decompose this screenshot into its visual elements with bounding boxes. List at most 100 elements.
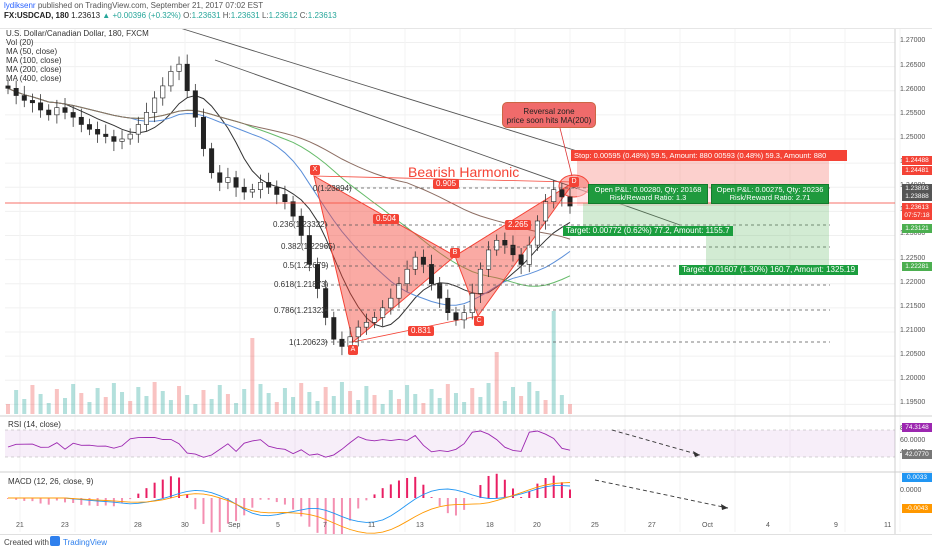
macd-signal-tag: -0.0043 (902, 504, 932, 513)
rsi-tick: 60.0000 (900, 437, 926, 444)
price-axis-tag: 1.24488 (902, 156, 932, 165)
macd-histogram-bar (528, 491, 531, 498)
volume-bar (14, 390, 19, 414)
c-value: 1.23613 (307, 11, 337, 20)
rsi-label[interactable]: RSI (14, close) (8, 420, 61, 429)
legend-ma100[interactable]: MA (100, close) (6, 56, 62, 65)
legend-ma400[interactable]: MA (400, close) (6, 74, 62, 83)
volume-bar (315, 401, 320, 414)
candle-body (241, 186, 247, 193)
candle-body (225, 177, 231, 183)
candle-body (404, 268, 410, 285)
fib-05: 0.5(1.22679) (283, 261, 329, 270)
target-1-label[interactable]: Target: 0.00772 (0.62%) 77.2, Amount: 11… (563, 226, 733, 236)
point-a: A (348, 345, 358, 355)
price-tick: 1.26500 (900, 61, 926, 69)
macd-histogram-bar (259, 498, 262, 500)
price-tick: 1.22000 (900, 278, 926, 286)
volume-bar (201, 390, 206, 414)
macd-histogram-bar (292, 498, 295, 510)
candle-body (363, 322, 369, 328)
publish-text: published on TradingView.com, September … (37, 1, 264, 10)
macd-histogram-bar (202, 498, 205, 524)
price-tick: 1.20000 (900, 375, 926, 383)
volume-bar (54, 389, 59, 414)
macd-label[interactable]: MACD (12, 26, close, 9) (8, 477, 94, 486)
macd-histogram-bar (414, 476, 417, 498)
price-axis-tag: 07:57:18 (902, 211, 932, 220)
macd-histogram-bar (283, 498, 286, 505)
volume-bar (535, 391, 540, 414)
macd-histogram-bar (520, 497, 523, 498)
xd-ratio: 0.905 (433, 179, 460, 189)
volume-bar (136, 387, 141, 414)
candle-body (453, 312, 459, 321)
fib-1: 1(1.20623) (289, 338, 328, 347)
candle-body (152, 97, 158, 113)
macd-histogram-bar (137, 493, 140, 498)
callout-line2: price soon hits MA(200) (506, 116, 592, 125)
macd-histogram-bar (31, 498, 34, 502)
macd-histogram-bar (251, 498, 254, 508)
macd-histogram-bar (430, 497, 433, 498)
volume-bar (462, 402, 467, 414)
candle-body (290, 201, 296, 217)
candle-body (135, 124, 141, 135)
candle-body (266, 182, 272, 188)
pnl-box-2[interactable]: Open P&L: 0.00275, Qty: 20236 Risk/Rewar… (711, 184, 829, 204)
time-tick: 27 (648, 522, 656, 529)
macd-histogram-bar (47, 498, 50, 505)
tradingview-link[interactable]: TradingView (63, 538, 108, 547)
volume-bar (63, 398, 68, 414)
pnl-box-1[interactable]: Open P&L: 0.00280, Qty: 20168 Risk/Rewar… (588, 184, 708, 204)
macd-histogram-bar (23, 498, 26, 501)
quote-line: FX:USDCAD, 180 1.23613 ▲ +0.00396 (+0.32… (4, 11, 337, 20)
volume-bar (193, 404, 198, 414)
candle-body (62, 107, 68, 113)
candle-body (559, 189, 565, 198)
legend-ma200[interactable]: MA (200, close) (6, 65, 62, 74)
h-value: 1.23631 (230, 11, 260, 20)
candle-body (200, 116, 206, 149)
price-tick: 1.27000 (900, 37, 926, 45)
stop-label[interactable]: Stop: 0.00595 (0.48%) 59.5, Amount: 880 … (571, 150, 847, 161)
symbol[interactable]: FX:USDCAD, 180 (4, 11, 69, 20)
time-tick: 7 (323, 522, 327, 529)
macd-value-tag: 0.0033 (902, 473, 932, 482)
candle-body (38, 102, 44, 111)
price-axis-tag: 1.23613 (902, 203, 932, 212)
point-c: C (474, 316, 484, 326)
macd-projection-arrow (594, 479, 729, 509)
candle-body (412, 256, 418, 270)
fib-0382: 0.382(1.22965) (281, 242, 336, 251)
macd-histogram-bar (96, 498, 99, 506)
candle-body (192, 90, 198, 118)
volume-bar (79, 393, 84, 414)
candle-body (323, 288, 329, 318)
bc-ratio: 0.831 (408, 326, 435, 336)
time-tick: 18 (486, 522, 494, 529)
macd-histogram-bar (121, 498, 124, 503)
macd-histogram-bar (88, 498, 91, 506)
volume-bar (396, 399, 401, 414)
reversal-callout[interactable]: Reversal zone price soon hits MA(200) (502, 102, 596, 128)
time-tick: 13 (416, 522, 424, 529)
candle-body (86, 124, 92, 130)
stop-zone (577, 161, 829, 188)
username-link[interactable]: lydiksenr (4, 1, 36, 10)
macd-histogram-bar (487, 475, 490, 498)
volume-bar (478, 397, 483, 414)
legend-vol[interactable]: Vol (20) (6, 38, 34, 47)
volume-bar (209, 399, 214, 414)
candle-body (567, 196, 573, 207)
volume-bar (22, 399, 27, 414)
volume-bar (388, 390, 393, 414)
macd-histogram-bar (80, 498, 83, 505)
target-2-label[interactable]: Target: 0.01607 (1.30%) 160.7, Amount: 1… (679, 265, 859, 275)
macd-histogram-bar (511, 488, 514, 498)
time-tick: Sep (228, 522, 241, 529)
macd-arrow-head-icon (721, 504, 728, 510)
pattern-title: Bearish Harmonic (408, 164, 520, 180)
legend-symbol[interactable]: U.S. Dollar/Canadian Dollar, 180, FXCM (6, 29, 149, 38)
legend-ma50[interactable]: MA (50, close) (6, 47, 58, 56)
